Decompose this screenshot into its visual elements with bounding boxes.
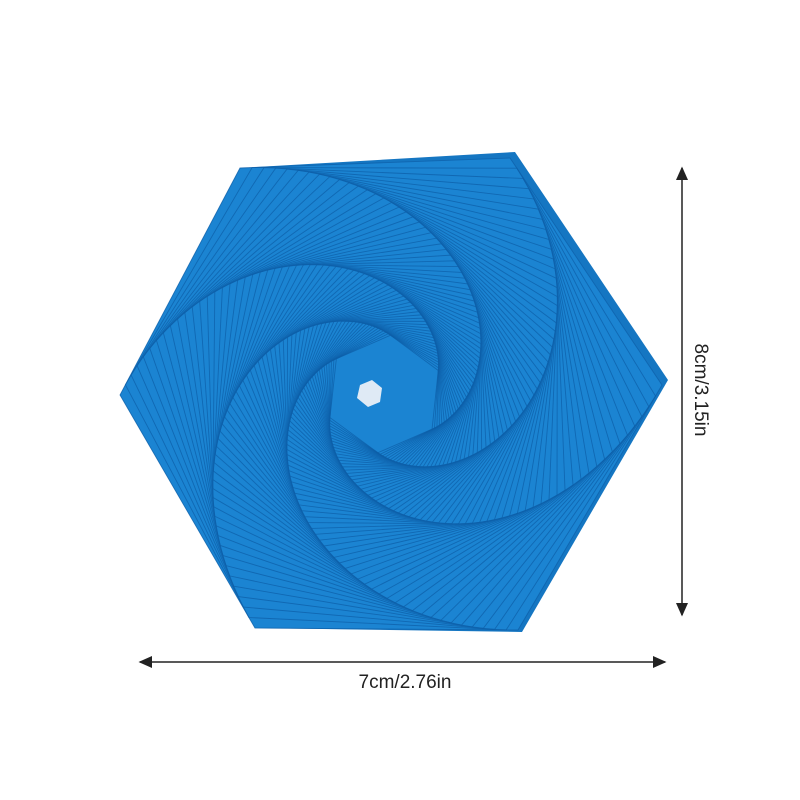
spiral-ring [124,167,657,631]
spiral-ring [318,325,450,463]
spiral-ring [253,267,517,522]
spiral-ring [226,248,544,541]
spiral-ring [130,167,650,630]
center-hole [357,380,382,407]
spiral-ring [278,277,491,512]
spiral-pattern [119,157,663,631]
spiral-ring [142,168,636,628]
spiral-ring [199,189,574,604]
spiral-ring [286,281,483,507]
spiral-ring [184,182,590,612]
spiral-ring [169,176,606,618]
spiral-ring [212,197,558,595]
spiral-ring [206,193,566,599]
spiral-ring [329,333,439,455]
spiral-ring [269,273,500,516]
spiral-ring [213,211,557,580]
spiral-ring [314,323,455,465]
height-label: 8cm/3.15in [690,343,711,437]
spiral-ring [307,321,461,467]
spiral-ring [214,216,556,575]
spiral-ring [329,334,439,454]
spiral-ring [323,327,445,461]
spiral-ring [136,167,643,629]
spiral-ring [289,298,479,490]
spiral-ring [224,243,547,547]
spiral-ring [326,328,443,459]
spiral-ring [288,295,480,493]
spiral-ring [217,226,553,564]
spiral-ring [286,287,482,502]
spiral-ring [232,260,538,529]
spiral-ring [282,279,487,509]
spiral-ring [321,326,448,462]
spiral-ring [290,301,478,487]
spiral-ring [292,307,476,481]
spiral-ring [219,232,551,558]
width-label: 7cm/2.76in [358,672,452,693]
spiral-ring [286,284,482,504]
spiral-ring [119,157,663,631]
spiral-ring [295,314,473,474]
spiral-ring [316,324,452,464]
spiral-ring [238,264,532,525]
spiral-ring [261,269,508,519]
spiral-ring [287,292,481,496]
spiral-ring [149,169,628,626]
spiral-ring [229,254,541,535]
spiral-ring [291,304,477,484]
spiral-ring [257,268,513,521]
spiral-ring [155,171,621,624]
spiral-ring [212,201,558,590]
spiral-ring [328,330,440,458]
spiral-ring [235,264,535,525]
spiral-ring [311,322,457,466]
spiral-ring [287,289,481,499]
spiral-ring [265,271,504,518]
spiral-ring [212,206,558,585]
spiral-ring [309,322,459,466]
spiral-ring [242,264,528,524]
spiral-ring [246,265,524,524]
spiral-ring [294,311,474,478]
spiral-ring [216,221,555,569]
spiral-ring [297,317,471,471]
spiral-ring [329,331,439,457]
spiral-ring [274,275,496,514]
spiral-ring [191,185,582,608]
spiral-ring [305,321,463,467]
spiral-ring [177,179,598,615]
spiral-ring [162,173,613,621]
spiral-ring [299,320,469,468]
spiral-ring [303,320,466,468]
spiral-ring [301,320,467,468]
spiral-ring [221,237,549,553]
spiral-ring [249,265,520,523]
